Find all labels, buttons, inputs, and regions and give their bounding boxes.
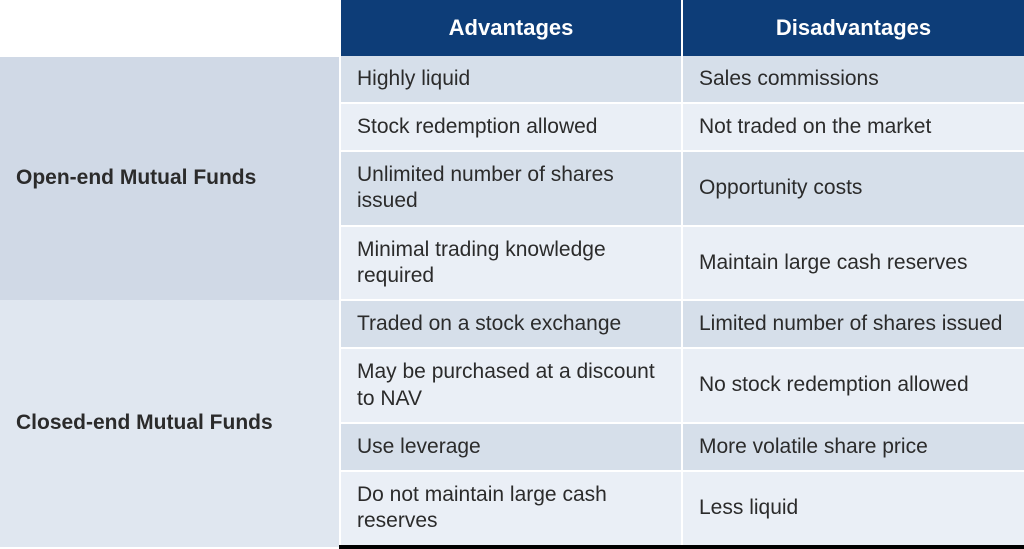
header-disadvantages: Disadvantages	[682, 0, 1024, 56]
cell-dis: Maintain large cash reserves	[682, 226, 1024, 301]
cell-dis: Limited number of shares issued	[682, 300, 1024, 348]
table-row: Open-end Mutual Funds Highly liquid Sale…	[0, 56, 1024, 103]
header-advantages: Advantages	[340, 0, 682, 56]
mutual-funds-table: Advantages Disadvantages Open-end Mutual…	[0, 0, 1024, 549]
cell-dis: More volatile share price	[682, 423, 1024, 471]
cell-dis: Not traded on the market	[682, 103, 1024, 151]
cell-adv: Do not maintain large cash reserves	[340, 471, 682, 547]
cell-adv: Stock redemption allowed	[340, 103, 682, 151]
cell-adv: Highly liquid	[340, 56, 682, 103]
cell-adv: Use leverage	[340, 423, 682, 471]
group-label-open-end: Open-end Mutual Funds	[0, 56, 340, 301]
cell-adv: Traded on a stock exchange	[340, 300, 682, 348]
cell-adv: May be purchased at a discount to NAV	[340, 348, 682, 423]
cell-dis: No stock redemption allowed	[682, 348, 1024, 423]
header-empty	[0, 0, 340, 56]
table-row: Closed-end Mutual Funds Traded on a stoc…	[0, 300, 1024, 348]
cell-adv: Unlimited number of shares issued	[340, 151, 682, 226]
group-label-closed-end: Closed-end Mutual Funds	[0, 300, 340, 547]
cell-dis: Less liquid	[682, 471, 1024, 547]
cell-dis: Opportunity costs	[682, 151, 1024, 226]
table-header-row: Advantages Disadvantages	[0, 0, 1024, 56]
cell-dis: Sales commissions	[682, 56, 1024, 103]
cell-adv: Minimal trading knowledge required	[340, 226, 682, 301]
